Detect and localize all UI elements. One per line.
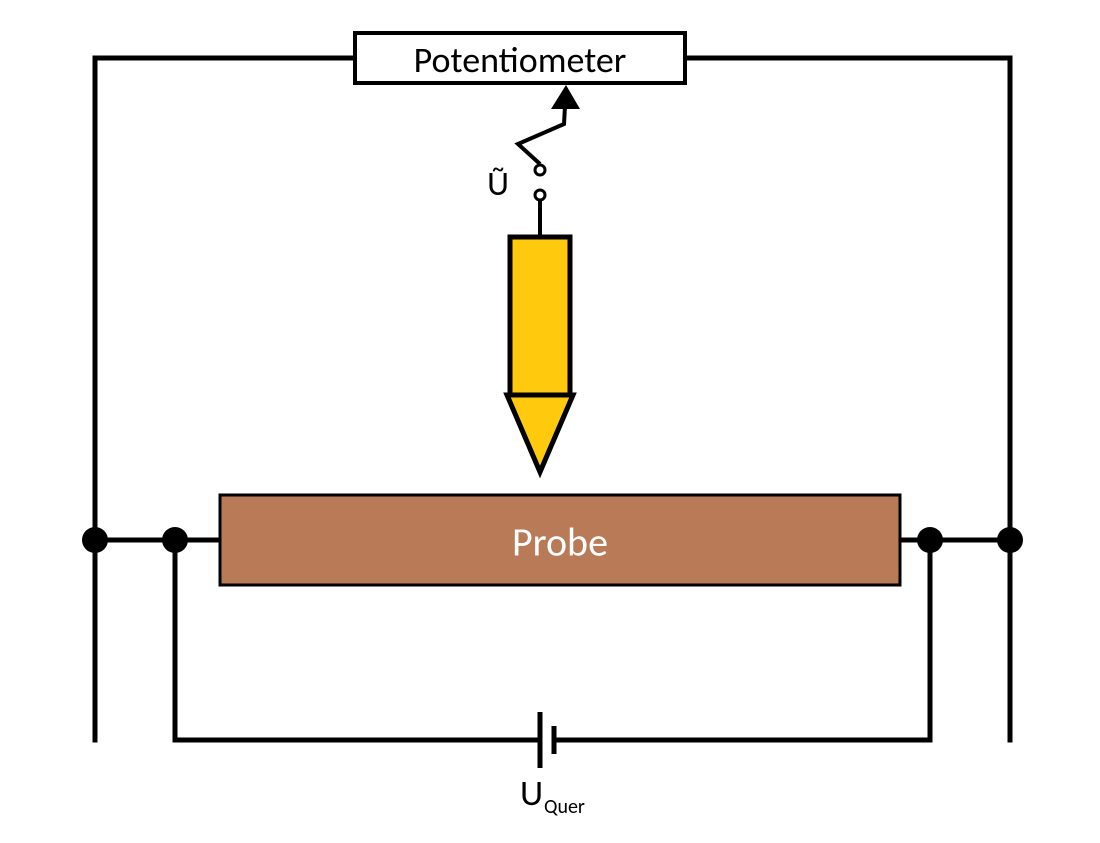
open-terminal-upper — [535, 165, 545, 175]
node-inner-right — [917, 527, 943, 553]
u-quer-label: U Quer — [520, 771, 585, 819]
u-quer-sub: Quer — [544, 795, 585, 819]
potentiometer: Potentiometer — [355, 33, 685, 83]
open-terminal-lower — [535, 190, 545, 200]
node-inner-left — [162, 527, 188, 553]
wiper-connection — [518, 85, 580, 237]
probe: Probe — [220, 495, 900, 585]
tip-body — [510, 237, 570, 395]
battery-symbol — [540, 712, 554, 768]
node-outer-left — [82, 527, 108, 553]
tip-point — [507, 395, 573, 472]
circuit-svg: Potentiometer Probe Ũ U Quer — [0, 0, 1100, 843]
probe-label: Probe — [512, 518, 608, 567]
wiper-arrowhead — [551, 85, 580, 109]
node-outer-right — [997, 527, 1023, 553]
scanning-tip — [507, 237, 573, 472]
u-quer-main: U — [520, 771, 543, 815]
potentiometer-label: Potentiometer — [414, 38, 627, 82]
circuit-diagram: Potentiometer Probe Ũ U Quer — [0, 0, 1100, 843]
u-tilde-label: Ũ — [487, 164, 509, 205]
